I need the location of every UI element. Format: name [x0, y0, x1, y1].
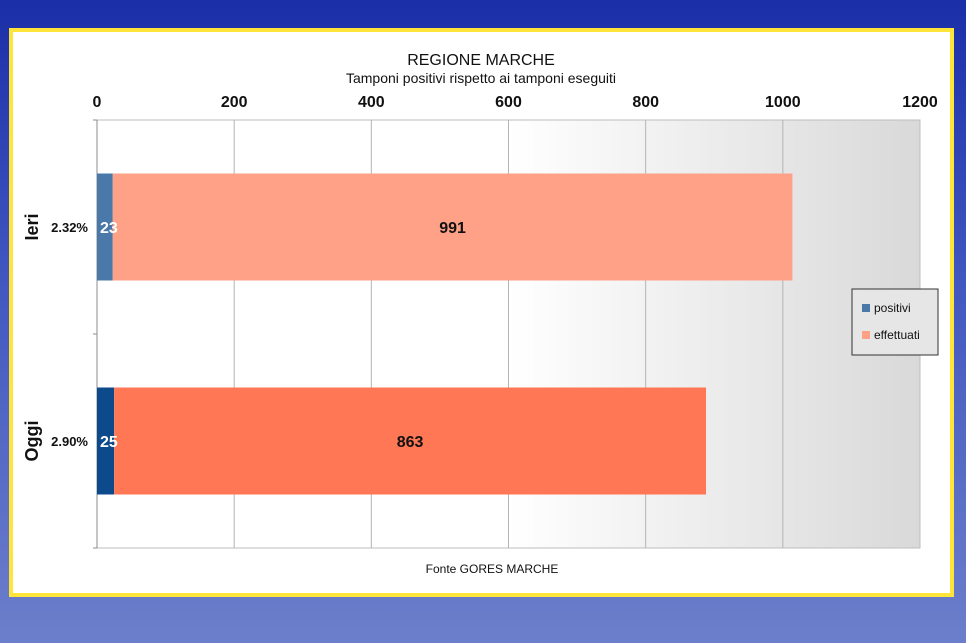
legend-box: [851, 288, 939, 356]
bar-effettuati-oggi: [114, 387, 707, 495]
data-label-positivi: 23: [100, 220, 118, 237]
x-tick-label: 1200: [902, 94, 938, 111]
x-tick-label: 200: [221, 94, 248, 111]
x-tick-label: 0: [93, 94, 102, 111]
legend-label-effettuati: effettuati: [874, 328, 920, 342]
bar-positivi-ieri: [97, 173, 113, 281]
chart-title: REGIONE MARCHE: [407, 52, 555, 69]
bar-positivi-oggi: [97, 387, 115, 495]
legend-swatch-effettuati: [862, 331, 870, 339]
data-label-positivi: 25: [100, 434, 118, 451]
bar-effettuati-ieri: [112, 173, 793, 281]
data-label-effettuati: 863: [397, 434, 424, 451]
data-label-effettuati: 991: [439, 220, 466, 237]
legend-swatch-positivi: [862, 304, 870, 312]
category-percentage: 2.90%: [51, 434, 88, 449]
chart-subtitle: Tamponi positivi rispetto ai tamponi ese…: [346, 70, 616, 86]
category-label: Ieri: [22, 213, 42, 240]
category-percentage: 2.32%: [51, 220, 88, 235]
legend-label-positivi: positivi: [874, 301, 911, 315]
x-tick-label: 600: [495, 94, 522, 111]
legend: positivi effettuati: [851, 288, 939, 356]
x-tick-label: 1000: [765, 94, 801, 111]
category-label: Oggi: [22, 421, 42, 462]
x-tick-label: 800: [632, 94, 659, 111]
x-tick-label: 400: [358, 94, 385, 111]
chart-source: Fonte GORES MARCHE: [426, 562, 559, 576]
